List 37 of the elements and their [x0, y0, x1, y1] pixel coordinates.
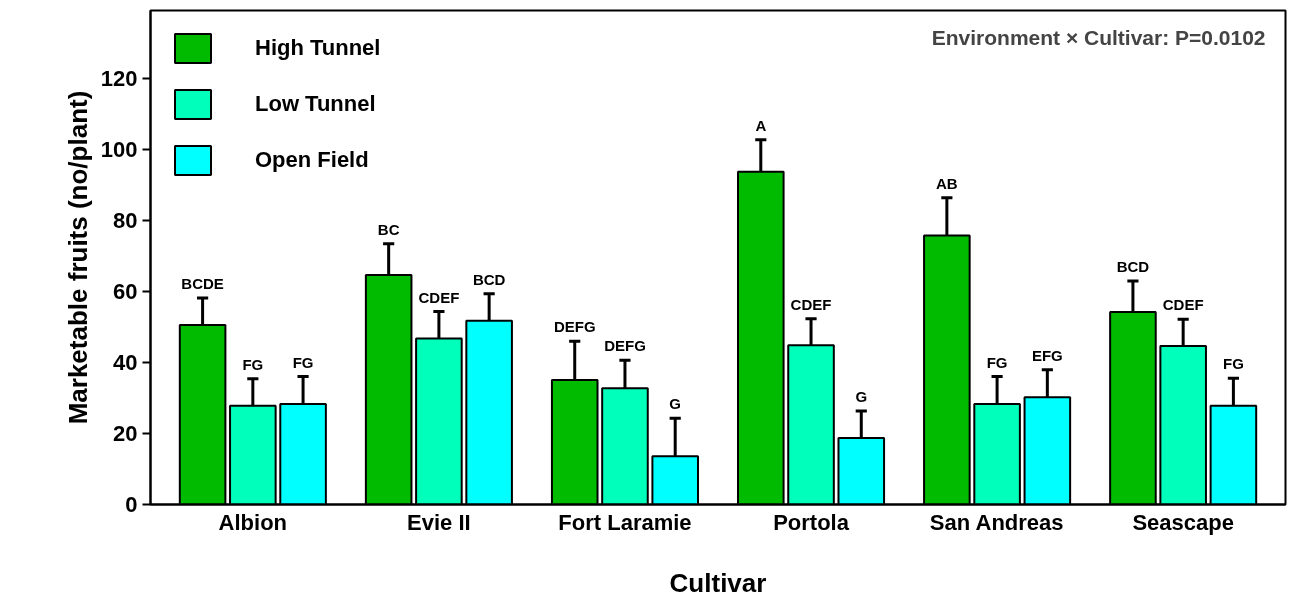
- data-label: BC: [377, 220, 400, 238]
- data-label: FG: [242, 355, 264, 373]
- data-label: BCDE: [181, 275, 224, 293]
- y-tick-label: 120: [100, 65, 138, 91]
- data-label: BCD: [472, 270, 506, 288]
- data-label: BCD: [1116, 257, 1150, 275]
- y-tick-label: 100: [100, 136, 138, 162]
- y-tick-label: 80: [113, 207, 138, 233]
- data-label: CDEF: [790, 295, 832, 313]
- data-label: FG: [292, 353, 314, 371]
- x-tick-label: Evie II: [407, 509, 471, 535]
- data-label: DEFG: [604, 337, 646, 355]
- y-tick-label: 0: [125, 492, 138, 517]
- data-label: FG: [986, 353, 1008, 371]
- legend-label: Low Tunnel: [255, 91, 376, 117]
- y-tick-label: 20: [113, 420, 138, 446]
- data-label: AB: [936, 174, 958, 192]
- legend-label: High Tunnel: [255, 35, 381, 61]
- x-tick-label: Seascape: [1132, 509, 1234, 535]
- data-label: A: [755, 116, 767, 134]
- data-label: FG: [1222, 355, 1244, 373]
- data-label: G: [669, 395, 682, 413]
- x-tick-label: Portola: [773, 509, 850, 535]
- legend-label: Open Field: [255, 147, 369, 173]
- x-tick-label: San Andreas: [929, 509, 1064, 535]
- x-tick-label: Albion: [218, 509, 288, 535]
- data-label: EFG: [1031, 346, 1063, 364]
- annotation: Environment × Cultivar: P=0.0102: [931, 25, 1266, 49]
- x-tick-label: Fort Laramie: [558, 509, 692, 535]
- data-label: DEFG: [553, 318, 596, 336]
- data-label: CDEF: [1162, 296, 1204, 314]
- data-label: CDEF: [418, 288, 460, 306]
- y-tick-label: 40: [113, 349, 138, 375]
- y-tick-label: 60: [113, 278, 138, 304]
- y-axis-title: Marketable fruits (no/plant): [62, 90, 93, 425]
- data-label: G: [855, 388, 868, 406]
- x-axis-title: Cultivar: [669, 567, 767, 598]
